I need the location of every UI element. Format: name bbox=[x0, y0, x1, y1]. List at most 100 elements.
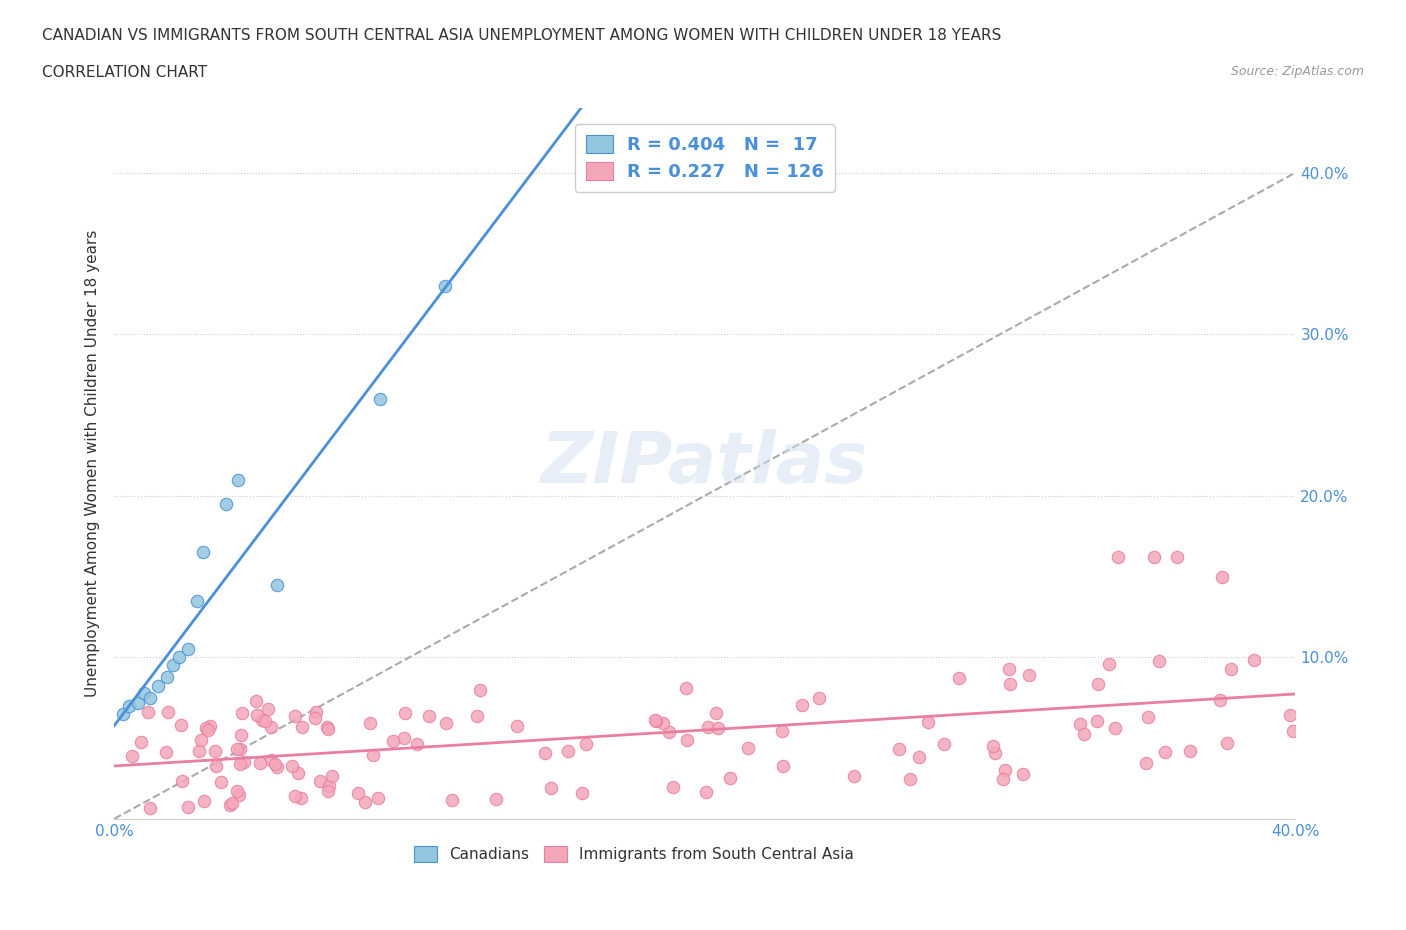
Point bbox=[246, 708, 269, 723]
Text: CANADIAN VS IMMIGRANTS FROM SOUTH CENTRAL ASIA UNEMPLOYMENT AMONG WOMEN WITH CHI: CANADIAN VS IMMIGRANTS FROM SOUTH CENTRA… bbox=[42, 28, 1001, 43]
Point bbox=[245, 694, 267, 709]
Point bbox=[1166, 550, 1188, 565]
Point bbox=[347, 785, 370, 800]
Point bbox=[186, 593, 208, 608]
Point bbox=[900, 771, 922, 786]
Point bbox=[157, 704, 180, 719]
Point bbox=[215, 497, 238, 512]
Point bbox=[1073, 726, 1095, 741]
Point bbox=[571, 786, 593, 801]
Point bbox=[305, 705, 328, 720]
Point bbox=[195, 721, 218, 736]
Point bbox=[354, 795, 377, 810]
Point bbox=[284, 789, 307, 804]
Point bbox=[309, 773, 332, 788]
Point bbox=[1104, 721, 1126, 736]
Point bbox=[112, 707, 135, 722]
Point bbox=[433, 278, 456, 293]
Point bbox=[225, 741, 247, 756]
Point bbox=[382, 734, 405, 749]
Point bbox=[772, 759, 794, 774]
Point bbox=[465, 709, 488, 724]
Point bbox=[155, 745, 177, 760]
Point bbox=[131, 735, 153, 750]
Point bbox=[889, 741, 911, 756]
Point bbox=[994, 762, 1017, 777]
Text: Source: ZipAtlas.com: Source: ZipAtlas.com bbox=[1230, 65, 1364, 78]
Point bbox=[266, 760, 288, 775]
Point bbox=[1147, 654, 1170, 669]
Point bbox=[842, 768, 865, 783]
Point bbox=[253, 713, 276, 728]
Point bbox=[1243, 653, 1265, 668]
Point bbox=[394, 706, 416, 721]
Point bbox=[418, 709, 440, 724]
Point bbox=[468, 683, 491, 698]
Point bbox=[706, 720, 728, 735]
Point bbox=[440, 793, 463, 808]
Point bbox=[321, 768, 343, 783]
Point bbox=[662, 779, 685, 794]
Point bbox=[1098, 656, 1121, 671]
Point bbox=[770, 724, 793, 738]
Point bbox=[737, 741, 759, 756]
Point bbox=[204, 743, 226, 758]
Point bbox=[264, 756, 287, 771]
Point bbox=[917, 715, 939, 730]
Point bbox=[148, 679, 170, 694]
Point bbox=[138, 690, 160, 705]
Point bbox=[676, 733, 699, 748]
Point bbox=[658, 724, 681, 739]
Point bbox=[266, 578, 288, 592]
Legend: Canadians, Immigrants from South Central Asia: Canadians, Immigrants from South Central… bbox=[408, 840, 860, 868]
Point bbox=[368, 392, 391, 406]
Point bbox=[506, 718, 529, 733]
Point bbox=[948, 671, 970, 685]
Point bbox=[204, 759, 226, 774]
Point bbox=[1211, 569, 1233, 584]
Point bbox=[139, 801, 162, 816]
Point bbox=[229, 742, 252, 757]
Point bbox=[187, 744, 209, 759]
Point bbox=[1282, 724, 1305, 738]
Point bbox=[359, 715, 381, 730]
Point bbox=[695, 785, 717, 800]
Point bbox=[1216, 736, 1239, 751]
Point bbox=[984, 746, 1007, 761]
Point bbox=[575, 737, 598, 751]
Point bbox=[315, 720, 337, 735]
Point bbox=[790, 698, 813, 712]
Point bbox=[281, 759, 304, 774]
Point bbox=[260, 719, 283, 734]
Point bbox=[209, 775, 232, 790]
Point bbox=[998, 677, 1021, 692]
Point bbox=[193, 793, 215, 808]
Point bbox=[170, 774, 193, 789]
Point bbox=[1180, 743, 1202, 758]
Point bbox=[1012, 766, 1035, 781]
Y-axis label: Unemployment Among Women with Children Under 18 years: Unemployment Among Women with Children U… bbox=[86, 230, 100, 698]
Point bbox=[316, 783, 339, 798]
Point bbox=[260, 752, 283, 767]
Point bbox=[290, 790, 312, 805]
Point bbox=[229, 756, 252, 771]
Point bbox=[197, 723, 219, 737]
Point bbox=[991, 772, 1014, 787]
Point bbox=[1107, 550, 1129, 565]
Point bbox=[191, 545, 214, 560]
Point bbox=[557, 743, 579, 758]
Point bbox=[290, 719, 312, 734]
Point bbox=[998, 661, 1021, 676]
Point bbox=[533, 746, 555, 761]
Point bbox=[177, 642, 200, 657]
Point bbox=[284, 709, 307, 724]
Point bbox=[1018, 668, 1040, 683]
Point bbox=[934, 737, 956, 751]
Point bbox=[219, 797, 242, 812]
Point bbox=[226, 472, 249, 487]
Point bbox=[367, 790, 389, 805]
Point bbox=[316, 722, 339, 737]
Point bbox=[675, 681, 697, 696]
Point bbox=[1135, 755, 1157, 770]
Point bbox=[170, 717, 193, 732]
